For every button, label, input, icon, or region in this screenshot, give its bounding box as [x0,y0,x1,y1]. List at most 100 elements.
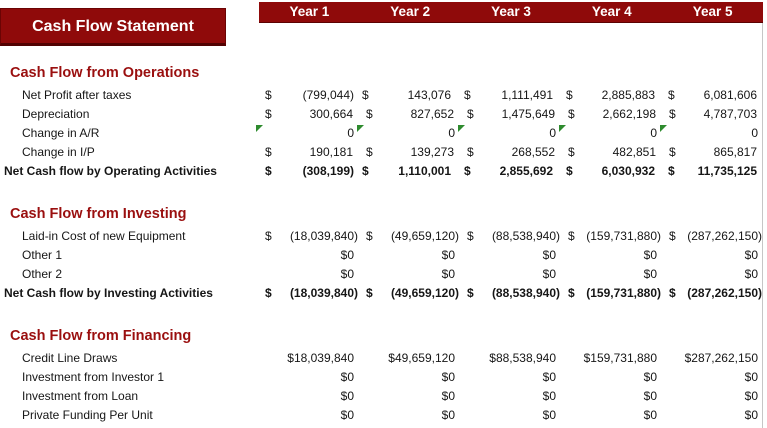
value-cell[interactable]: $ (287,262,150) [662,284,763,303]
value-cell[interactable]: $159,731,880 [561,349,662,368]
year-header-cell-4[interactable]: Year 4 [591,4,632,19]
value-cell[interactable]: $300,664 [258,105,359,124]
value-cell[interactable]: $0 [359,406,460,425]
value-cell[interactable]: $0 [359,368,460,387]
row-label[interactable]: Laid-in Cost of new Equipment [22,229,186,243]
value-cell[interactable]: $2,855,692 [457,162,559,181]
value-cell[interactable]: $2,885,883 [559,86,661,105]
value-cell[interactable]: $0 [359,265,460,284]
row-change-in-a-r: Change in A/R 0 0 0 0 0 [0,124,763,143]
value-cell[interactable]: $0 [662,265,763,284]
value-cell[interactable]: $190,181 [258,143,359,162]
cell-value: 2,855,692 [499,164,553,178]
row-other-1: Other 1 $0 $0 $0 $0 $0 [0,246,763,265]
value-cell[interactable]: $ (159,731,880) [561,227,662,246]
value-cell[interactable]: $ (49,659,120) [359,227,460,246]
value-cell[interactable]: $18,039,840 [258,349,359,368]
cash-flow-title[interactable]: Cash Flow Statement [0,8,226,46]
value-cell[interactable]: $2,662,198 [561,105,662,124]
value-cell[interactable]: $287,262,150 [662,349,763,368]
year-header-cell-2[interactable]: Year 2 [390,4,431,19]
value-cell[interactable]: $0 [258,246,359,265]
value-cell[interactable]: $0 [662,387,763,406]
cell-value: (287,262,150) [687,286,762,300]
value-cell[interactable]: $ (88,538,940) [460,227,561,246]
value-cell[interactable]: $0 [561,387,662,406]
value-cell[interactable]: 0 [357,124,460,143]
row-label[interactable]: Net Profit after taxes [22,88,132,102]
value-cell[interactable]: $0 [561,265,662,284]
currency-symbol: $ [467,107,474,121]
value-cell[interactable]: $0 [561,406,662,425]
value-cell[interactable]: $ (799,044) [258,86,355,105]
value-cell[interactable]: $482,851 [561,143,662,162]
value-cell[interactable]: $11,735,125 [661,162,763,181]
value-cell[interactable]: $ (18,039,840) [258,227,359,246]
currency-symbol: $ [265,107,272,121]
cell-value: $0 [744,248,758,262]
cell-value: $159,731,880 [583,351,657,365]
row-label[interactable]: Other 2 [22,267,63,281]
value-cell[interactable]: $0 [258,387,359,406]
value-cell[interactable]: $ (287,262,150) [662,227,763,246]
value-cell[interactable]: $0 [258,368,359,387]
value-cell[interactable]: $865,817 [662,143,763,162]
year-header-cell-1[interactable]: Year 1 [289,4,330,19]
value-cell[interactable]: $0 [460,246,561,265]
error-indicator-icon [559,125,566,132]
value-cell[interactable]: $6,030,932 [559,162,661,181]
row-label[interactable]: Other 1 [22,248,63,262]
value-cell[interactable]: $139,273 [359,143,460,162]
row-label[interactable]: Depreciation [22,107,90,121]
value-cell[interactable]: $0 [460,265,561,284]
value-cell[interactable]: $0 [460,406,561,425]
value-cell[interactable]: $4,787,703 [662,105,763,124]
value-cell[interactable]: $0 [662,406,763,425]
row-label[interactable]: Net Cash flow by Investing Activities [4,286,213,300]
value-cell[interactable]: $1,111,491 [457,86,559,105]
value-cell[interactable]: $0 [561,368,662,387]
row-label[interactable]: Credit Line Draws [22,351,118,365]
value-cell[interactable]: $143,076 [355,86,457,105]
cell-value: (49,659,120) [390,286,459,300]
value-cell[interactable]: $0 [258,406,359,425]
section-heading[interactable]: Cash Flow from Investing [10,206,187,222]
row-label[interactable]: Private Funding Per Unit [22,408,153,422]
value-cell[interactable]: $ (18,039,840) [258,284,359,303]
value-cell[interactable]: $0 [359,246,460,265]
value-cell[interactable]: $0 [359,387,460,406]
value-cell[interactable]: $1,110,001 [355,162,457,181]
value-cell[interactable]: 0 [660,124,763,143]
value-cell[interactable]: $0 [662,368,763,387]
year-header-cell-5[interactable]: Year 5 [692,4,733,19]
value-cell[interactable]: $0 [662,246,763,265]
value-cell[interactable]: 0 [458,124,561,143]
value-cell[interactable]: $ (159,731,880) [561,284,662,303]
value-cell[interactable]: $49,659,120 [359,349,460,368]
error-indicator-icon [256,125,263,132]
value-cell[interactable]: $88,538,940 [460,349,561,368]
value-cell[interactable]: $0 [258,265,359,284]
value-cell[interactable]: 0 [559,124,662,143]
value-cell[interactable]: $0 [561,246,662,265]
cell-value: $0 [340,248,354,262]
value-cell[interactable]: $1,475,649 [460,105,561,124]
value-cell[interactable]: $ (88,538,940) [460,284,561,303]
value-cell[interactable]: $827,652 [359,105,460,124]
value-cell[interactable]: $ (49,659,120) [359,284,460,303]
row-label[interactable]: Change in I/P [22,145,95,159]
row-label[interactable]: Net Cash flow by Operating Activities [4,164,217,178]
value-cell[interactable]: $0 [460,368,561,387]
row-label[interactable]: Investment from Loan [22,389,139,403]
value-cell[interactable]: $268,552 [460,143,561,162]
row-label[interactable]: Change in A/R [22,126,100,140]
row-label[interactable]: Investment from Investor 1 [22,370,165,384]
section-heading[interactable]: Cash Flow from Financing [10,328,192,344]
row-credit-line-draws: Credit Line Draws $18,039,840 $49,659,120 $… [0,349,763,368]
value-cell[interactable]: $6,081,606 [661,86,763,105]
section-heading[interactable]: Cash Flow from Operations [10,65,200,81]
value-cell[interactable]: $0 [460,387,561,406]
year-header-cell-3[interactable]: Year 3 [491,4,531,19]
value-cell[interactable]: $ (308,199) [258,162,355,181]
value-cell[interactable]: 0 [256,124,359,143]
